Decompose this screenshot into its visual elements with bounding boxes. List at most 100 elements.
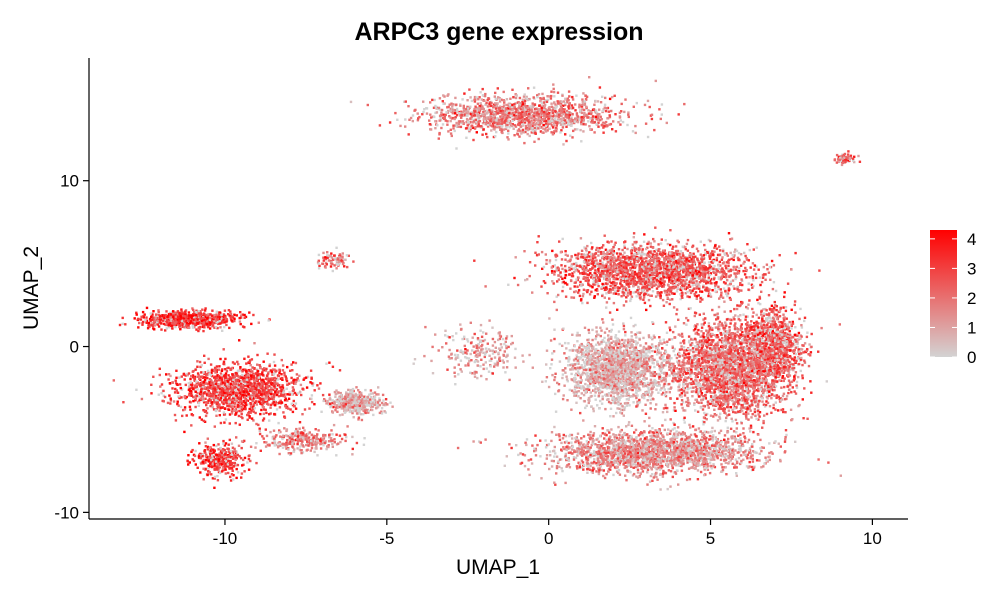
cell-point	[163, 314, 166, 317]
cell-point	[411, 119, 414, 123]
cell-point	[206, 458, 209, 461]
cell-point	[231, 386, 234, 389]
cell-point	[158, 315, 162, 318]
cell-point	[176, 400, 179, 403]
cell-point	[187, 314, 191, 317]
cell-point	[542, 97, 545, 100]
cell-point	[474, 110, 477, 113]
cell-point	[325, 402, 328, 405]
cell-point	[596, 100, 600, 103]
cell-point	[247, 355, 250, 358]
cell-point	[278, 386, 282, 389]
cell-point	[578, 103, 581, 106]
cell-point	[459, 103, 462, 106]
cell-point	[150, 321, 154, 325]
cell-point	[218, 409, 221, 412]
cell-point	[527, 123, 530, 126]
cell-point	[310, 377, 313, 380]
cell-point	[458, 111, 461, 115]
cell-point	[643, 233, 646, 236]
cell-point	[552, 87, 555, 91]
cell-point	[292, 361, 295, 364]
cell-point	[213, 385, 216, 389]
cell-point	[225, 370, 229, 373]
cell-point	[518, 129, 522, 133]
cell-point	[296, 435, 300, 438]
cell-point	[235, 467, 238, 471]
cell-point	[540, 102, 544, 105]
cell-point	[316, 384, 319, 387]
cell-point	[505, 107, 508, 110]
cell-point	[190, 392, 193, 396]
cell-point	[220, 378, 224, 381]
cell-point	[418, 115, 421, 119]
cell-point	[334, 392, 337, 396]
cell-point	[616, 252, 619, 255]
cell-point	[562, 143, 565, 146]
cell-point	[517, 120, 520, 123]
cell-point	[530, 131, 533, 134]
cell-point	[303, 377, 306, 380]
cell-point	[147, 321, 151, 325]
cell-point	[198, 315, 201, 318]
cell-point	[568, 111, 571, 114]
cell-point	[214, 319, 217, 322]
cell-point	[224, 453, 227, 456]
cell-point	[227, 374, 230, 377]
cell-point	[272, 360, 276, 364]
cell-point	[248, 311, 251, 314]
cell-point	[180, 310, 183, 313]
cell-cluster	[349, 76, 686, 150]
cell-point	[298, 421, 302, 424]
cell-point	[211, 403, 214, 406]
cell-point	[499, 109, 502, 113]
cell-point	[583, 113, 586, 116]
cell-point	[546, 112, 550, 115]
cell-point	[547, 117, 551, 120]
cell-point	[185, 315, 189, 318]
cell-point	[514, 96, 518, 100]
cell-point	[514, 125, 518, 128]
cell-point	[230, 398, 233, 401]
cell-point	[189, 401, 192, 404]
cell-point	[302, 388, 305, 391]
cell-point	[275, 408, 279, 411]
cell-point	[442, 102, 445, 105]
cell-point	[194, 316, 198, 319]
cell-point	[184, 313, 187, 316]
cell-point	[552, 90, 556, 94]
cell-point	[174, 314, 178, 317]
cell-point	[357, 389, 360, 392]
cell-point	[210, 320, 214, 324]
cell-point	[177, 404, 180, 407]
cell-point	[561, 111, 564, 114]
cell-point	[213, 316, 216, 320]
cell-point	[194, 319, 197, 322]
cell-point	[551, 133, 555, 136]
cell-point	[288, 442, 291, 445]
cell-point	[218, 471, 222, 475]
cell-point	[380, 412, 384, 415]
cell-point	[216, 479, 220, 482]
cell-point	[345, 409, 348, 412]
cell-point	[172, 315, 175, 319]
cell-point	[483, 94, 487, 98]
cell-cluster	[112, 339, 344, 443]
cell-point	[190, 316, 193, 320]
cell-point	[472, 120, 476, 123]
cell-point	[258, 427, 261, 430]
cell-point	[494, 135, 497, 138]
cell-point	[430, 116, 433, 119]
cell-point	[191, 414, 195, 417]
cell-point	[162, 322, 166, 326]
cell-point	[485, 132, 488, 136]
cell-point	[383, 410, 386, 413]
cell-point	[165, 327, 168, 330]
cell-point	[470, 125, 473, 128]
cell-point	[219, 446, 222, 450]
cell-point	[537, 113, 540, 116]
cell-point	[439, 108, 442, 112]
cell-point	[265, 367, 268, 371]
cell-point	[283, 399, 287, 402]
cell-point	[220, 313, 223, 317]
